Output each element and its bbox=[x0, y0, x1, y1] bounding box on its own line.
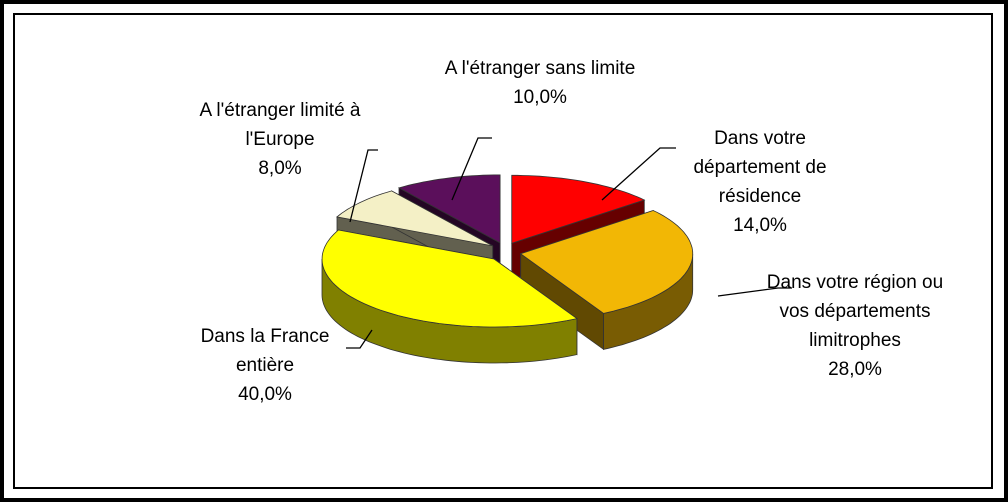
slice bbox=[397, 174, 501, 244]
slice bbox=[321, 229, 578, 328]
slice-label: Dans votre département de résidence 14,0% bbox=[670, 124, 850, 240]
leader-lines bbox=[346, 137, 792, 349]
slice-label: Dans la France entière 40,0% bbox=[180, 322, 350, 409]
value-label: 10,0% bbox=[513, 87, 567, 108]
category-label: Dans votre département de résidence bbox=[693, 128, 827, 207]
category-label: Dans votre région ou vos départements li… bbox=[766, 272, 944, 351]
leader-line bbox=[601, 147, 676, 201]
slice-label: A l'étranger sans limite 10,0% bbox=[430, 54, 650, 112]
pie bbox=[321, 174, 694, 364]
value-label: 40,0% bbox=[238, 384, 292, 405]
slice bbox=[336, 190, 493, 247]
inner-border bbox=[13, 13, 993, 489]
leader-line bbox=[717, 287, 792, 297]
leader-line bbox=[349, 149, 378, 223]
value-label: 14,0% bbox=[733, 215, 787, 236]
leader-line bbox=[346, 329, 373, 349]
leader-line bbox=[451, 137, 492, 201]
category-label: A l'étranger sans limite bbox=[444, 58, 636, 79]
category-label: Dans la France entière bbox=[200, 326, 330, 376]
slice bbox=[519, 210, 694, 314]
slice-label: A l'étranger limité à l'Europe 8,0% bbox=[185, 96, 375, 183]
value-label: 8,0% bbox=[258, 158, 302, 179]
slice-label: Dans votre région ou vos départements li… bbox=[760, 268, 950, 384]
value-label: 28,0% bbox=[828, 359, 882, 380]
category-label: A l'étranger limité à l'Europe bbox=[199, 100, 361, 150]
